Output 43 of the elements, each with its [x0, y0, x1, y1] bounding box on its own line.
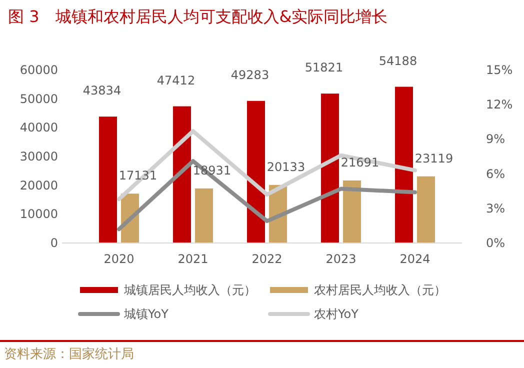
y2-tick-label: 12% [486, 98, 513, 112]
y2-tick-label: 6% [486, 166, 506, 181]
bar [343, 180, 361, 243]
y-tick-label: 30000 [20, 150, 58, 164]
legend-label: 城镇YoY [123, 307, 170, 321]
bar [173, 106, 191, 243]
data-label: 54188 [378, 54, 418, 68]
text: 资料来源：国家统计局 [4, 346, 134, 362]
y2-tick-label: 9% [486, 132, 506, 146]
data-label: 21691 [340, 155, 380, 170]
bar [417, 176, 435, 243]
data-label: 17131 [118, 168, 158, 183]
data-label: 20133 [266, 160, 306, 174]
data-label: 49283 [230, 68, 270, 82]
bar [195, 188, 213, 243]
data-label: 43834 [82, 84, 122, 98]
y-tick-label: 60000 [20, 63, 58, 77]
line-series [117, 159, 417, 232]
y2-tick-label: 3% [486, 201, 506, 216]
y2-tick-label: 0% [486, 236, 506, 250]
legend-label: 农村YoY [314, 307, 360, 321]
data-label: 51821 [304, 60, 344, 75]
bar [321, 94, 339, 243]
legend-label: 农村居民人均收入（元） [314, 283, 446, 297]
y-tick-label: 20000 [20, 178, 58, 192]
y-tick-label: 0 [50, 236, 58, 250]
y2-tick-label: 15% [486, 63, 513, 77]
line-series [117, 129, 417, 202]
x-tick-label: 2021 [178, 252, 208, 266]
x-tick-label: 2022 [252, 252, 282, 266]
y-tick-label: 40000 [20, 120, 58, 135]
bar [395, 86, 413, 243]
chart-title: 图 3 城镇和农村居民人均可支配收入&实际同比增长 [8, 7, 388, 26]
x-tick-label: 2024 [400, 252, 430, 266]
data-label: 47412 [156, 73, 196, 88]
x-tick-label: 2023 [326, 252, 356, 266]
x-tick-label: 2020 [104, 252, 134, 266]
bar [247, 100, 265, 243]
y-tick-label: 50000 [20, 92, 58, 106]
data-label: 23119 [414, 151, 454, 166]
bar [99, 116, 117, 243]
y-tick-label: 10000 [20, 207, 58, 222]
legend-label: 城镇居民人均收入（元） [123, 283, 256, 297]
